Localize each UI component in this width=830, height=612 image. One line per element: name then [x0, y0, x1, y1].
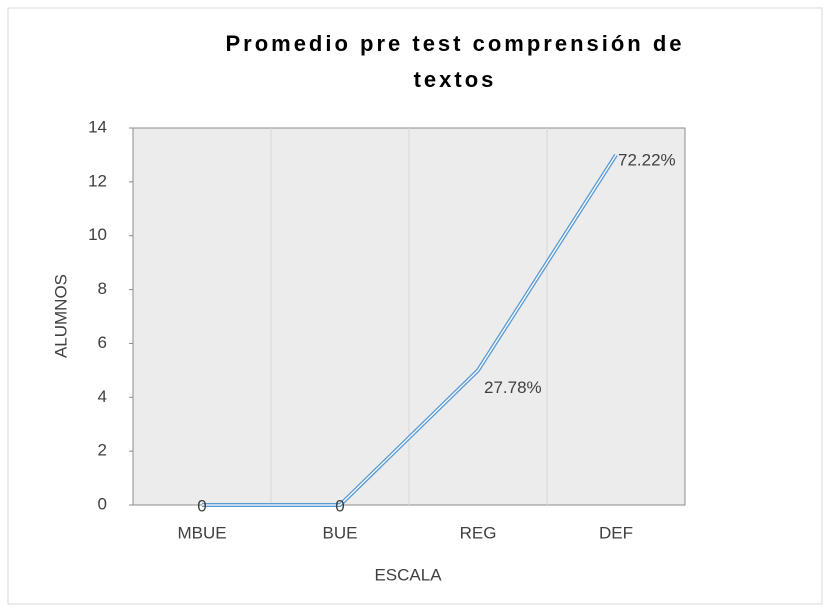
- y-tick-label: 14: [88, 117, 107, 136]
- chart-title: textos: [414, 67, 497, 92]
- data-label: 0: [197, 496, 206, 515]
- x-tick-label: MBUE: [177, 523, 226, 542]
- y-tick-label: 8: [98, 279, 107, 298]
- y-axis-label: ALUMNOS: [51, 274, 70, 358]
- series-line-inner: [202, 154, 617, 506]
- data-label: 27.78%: [484, 378, 542, 397]
- y-tick-label: 2: [98, 441, 107, 460]
- data-label: 0: [335, 496, 344, 515]
- chart-title: Promedio pre test comprensión de: [225, 31, 684, 56]
- y-tick-label: 10: [88, 225, 107, 244]
- x-tick-label: DEF: [599, 523, 633, 542]
- y-tick-label: 4: [98, 387, 107, 406]
- x-tick-label: REG: [460, 523, 497, 542]
- data-label: 72.22%: [618, 150, 676, 169]
- y-tick-label: 12: [88, 171, 107, 190]
- x-tick-label: BUE: [323, 523, 358, 542]
- y-tick-label: 6: [98, 333, 107, 352]
- x-axis-label: ESCALA: [374, 565, 442, 584]
- y-tick-label: 0: [98, 494, 107, 513]
